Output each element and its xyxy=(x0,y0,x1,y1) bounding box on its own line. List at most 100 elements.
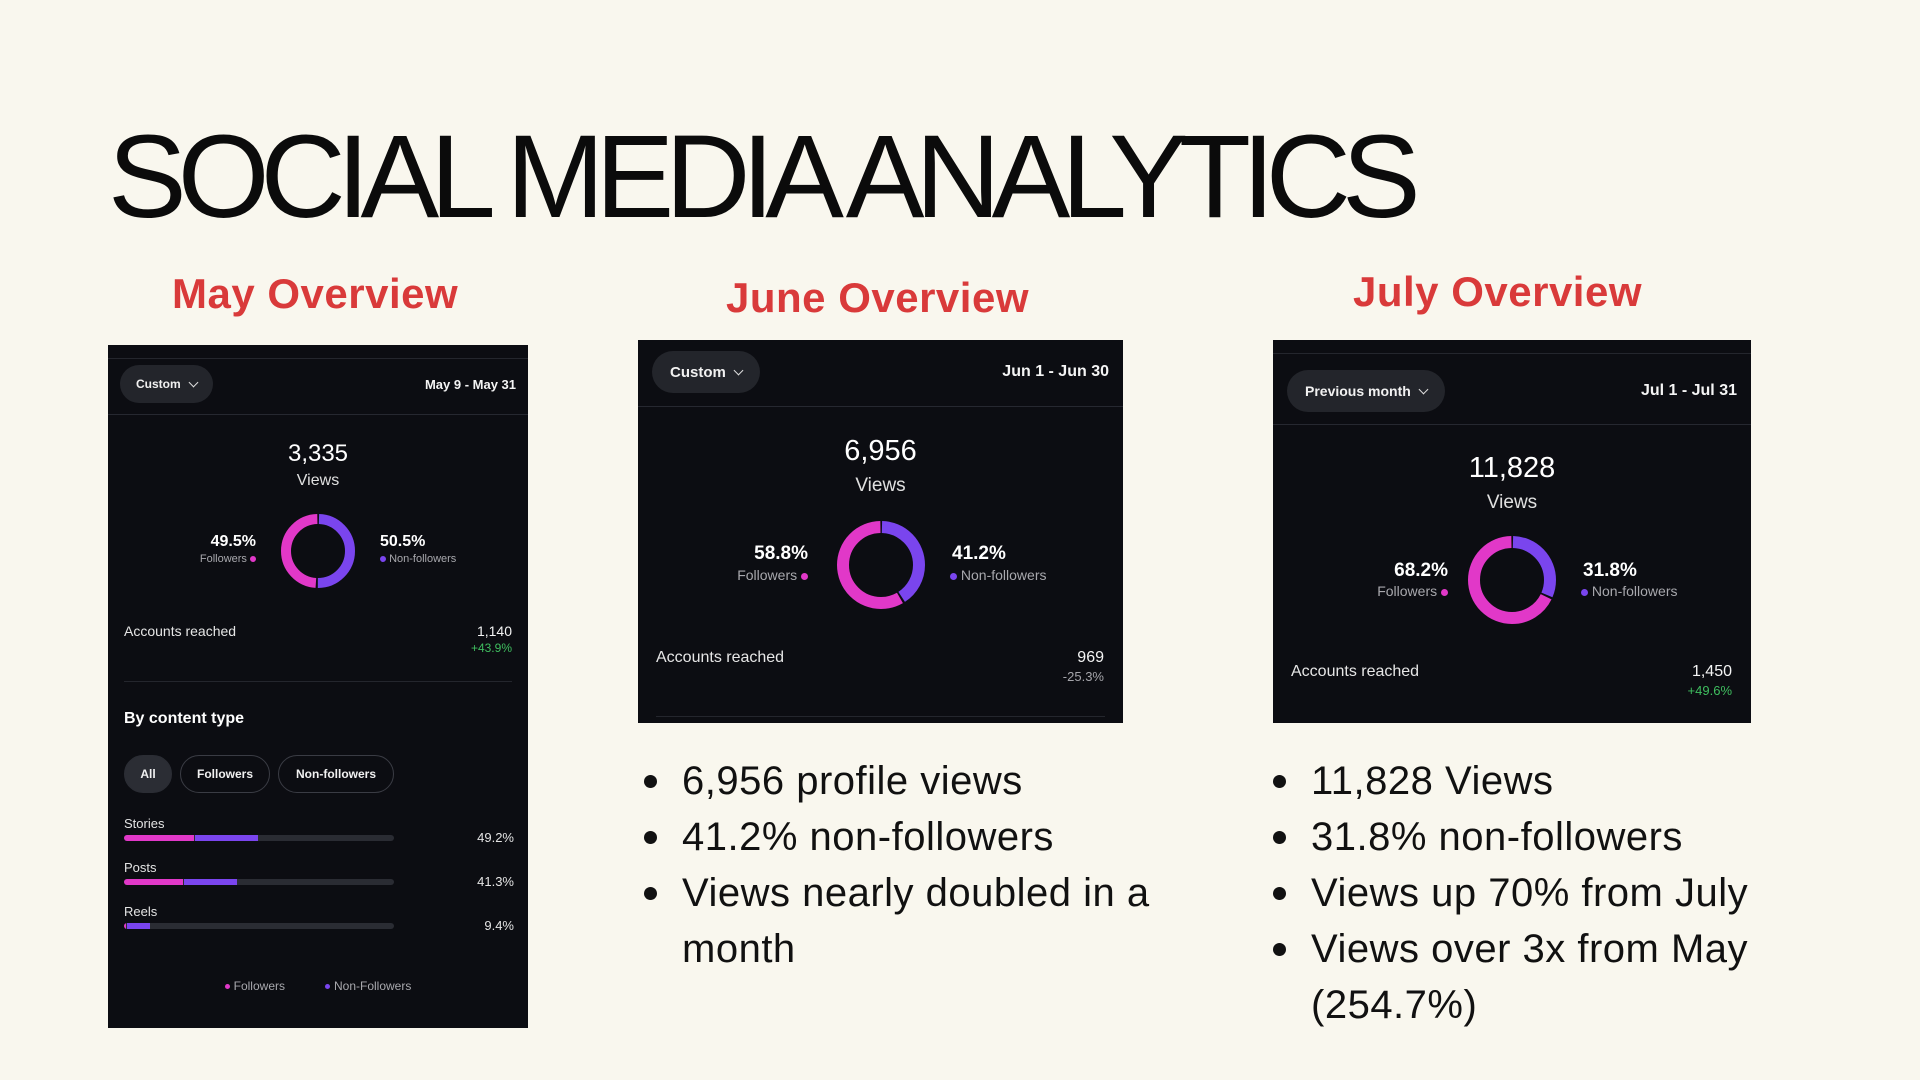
july-bullet: Views over 3x from May (254.7%) xyxy=(1271,921,1871,1033)
legend-non-followers-label: Non-Followers xyxy=(334,979,412,993)
june-panel: Custom Jun 1 - Jun 30 6,956 Views 58.8% … xyxy=(638,340,1123,723)
july-bullet: Views up 70% from July xyxy=(1271,865,1871,921)
bar-value: 41.3% xyxy=(477,874,514,889)
july-bullet: 31.8% non-followers xyxy=(1271,809,1871,865)
donut-followers-arc xyxy=(837,521,925,609)
june-bullet: 6,956 profile views xyxy=(642,753,1162,809)
may-filter-dropdown[interactable]: Custom xyxy=(120,365,213,403)
july-followers-label: Followers xyxy=(1377,583,1438,599)
bar-track xyxy=(124,879,394,885)
july-panel: Previous month Jul 1 - Jul 31 11,828 Vie… xyxy=(1273,340,1751,723)
bar-label: Posts xyxy=(124,860,157,875)
june-bullet: Views nearly doubled in a month xyxy=(642,865,1162,977)
may-accounts-reached-label: Accounts reached xyxy=(124,623,237,639)
chip-all[interactable]: All xyxy=(124,755,172,793)
may-heading: May Overview xyxy=(172,270,459,317)
bar-track xyxy=(124,923,394,929)
chip-non-followers[interactable]: Non-followers xyxy=(278,755,394,793)
june-audience-donut xyxy=(837,521,925,609)
july-followers-legend: Followers xyxy=(1377,583,1448,599)
july-accounts-reached-label: Accounts reached xyxy=(1291,663,1420,680)
july-top-divider xyxy=(1273,340,1751,354)
bar-non-followers-segment xyxy=(195,835,258,841)
bar-non-followers-segment xyxy=(127,923,151,929)
followers-dot xyxy=(224,984,230,990)
july-non-followers-label: Non-followers xyxy=(1591,583,1678,599)
july-views-count: 11,828 xyxy=(1468,452,1556,484)
july-filter-label: Previous month xyxy=(1305,383,1411,399)
july-accounts-reached-value: 1,450 xyxy=(1691,663,1732,680)
june-views-count: 6,956 xyxy=(844,435,917,467)
june-bullet: 41.2% non-followers xyxy=(642,809,1162,865)
may-accounts-reached-change: +43.9% xyxy=(470,641,512,655)
legend-non-followers: Non-Followers xyxy=(325,979,411,993)
june-header-bar xyxy=(638,340,1123,407)
may-accounts-reached-value: 1,140 xyxy=(476,623,512,639)
may-date-range: May 9 - May 31 xyxy=(424,377,516,392)
may-followers-label: Followers xyxy=(199,553,247,565)
legend-followers: Followers xyxy=(224,979,285,993)
july-views-label: Views xyxy=(1486,492,1538,513)
may-audience-donut xyxy=(281,514,355,588)
june-non-followers-legend: Non-followers xyxy=(950,567,1046,583)
followers-dot xyxy=(1441,588,1448,596)
june-divider xyxy=(656,716,1105,717)
donut-non-followers-arc xyxy=(281,514,355,588)
june-followers-legend: Followers xyxy=(737,567,808,583)
may-bars-legend: Followers Non-Followers xyxy=(108,979,528,993)
donut-followers-arc xyxy=(281,514,355,588)
june-non-followers-pct: 41.2% xyxy=(952,543,1006,564)
july-audience-donut xyxy=(1468,536,1556,624)
followers-dot xyxy=(801,572,808,580)
may-panel: Custom May 9 - May 31 3,335 Views 49.5% … xyxy=(108,345,528,1028)
june-followers-pct: 58.8% xyxy=(754,543,808,564)
non-followers-dot xyxy=(1581,588,1588,596)
bar-non-followers-segment xyxy=(184,879,237,885)
bar-followers-segment xyxy=(124,835,195,841)
july-heading: July Overview xyxy=(1353,268,1642,315)
may-non-followers-pct: 50.5% xyxy=(380,533,426,550)
july-filter-dropdown[interactable]: Previous month xyxy=(1287,370,1445,412)
donut-non-followers-arc xyxy=(1468,536,1556,624)
june-accounts-reached-change: -25.3% xyxy=(1062,669,1104,684)
chevron-down-icon xyxy=(188,377,199,387)
june-views-label: Views xyxy=(855,475,906,496)
bar-value: 9.4% xyxy=(484,918,514,933)
non-followers-dot xyxy=(380,556,386,563)
bar-track xyxy=(124,835,394,841)
july-date-range: Jul 1 - Jul 31 xyxy=(1640,382,1737,399)
july-bullet: 11,828 Views xyxy=(1271,753,1871,809)
july-accounts-reached-change: +49.6% xyxy=(1687,683,1732,698)
may-filter-label: Custom xyxy=(136,377,181,391)
may-content-type-title: By content type xyxy=(124,710,245,727)
july-followers-pct: 68.2% xyxy=(1394,560,1448,581)
july-non-followers-pct: 31.8% xyxy=(1583,560,1637,581)
bar-label: Stories xyxy=(124,816,165,831)
june-bullet-list: 6,956 profile views 41.2% non-followers … xyxy=(642,753,1162,977)
legend-followers-label: Followers xyxy=(233,979,285,993)
non-followers-dot xyxy=(950,572,957,580)
donut-followers-arc xyxy=(1468,536,1556,624)
may-top-divider xyxy=(108,345,528,359)
june-filter-label: Custom xyxy=(670,363,726,381)
bar-followers-segment xyxy=(124,923,127,929)
may-non-followers-label: Non-followers xyxy=(389,553,457,565)
june-heading: June Overview xyxy=(726,274,1029,321)
july-bullet-list: 11,828 Views 31.8% non-followers Views u… xyxy=(1271,753,1871,1033)
donut-non-followers-arc xyxy=(837,521,925,609)
bar-value: 49.2% xyxy=(477,830,514,845)
bar-label: Reels xyxy=(124,904,158,919)
slide-title: SOCIAL MEDIA ANALYTICS xyxy=(108,111,1421,243)
chevron-down-icon xyxy=(733,365,744,375)
june-followers-label: Followers xyxy=(737,567,798,583)
june-accounts-reached-label: Accounts reached xyxy=(656,649,785,666)
may-followers-pct: 49.5% xyxy=(210,533,256,550)
may-header-bar xyxy=(108,345,528,415)
june-date-range: Jun 1 - Jun 30 xyxy=(1002,363,1109,380)
chip-followers[interactable]: Followers xyxy=(180,755,270,793)
june-filter-dropdown[interactable]: Custom xyxy=(652,351,760,393)
bar-followers-segment xyxy=(124,879,184,885)
followers-dot xyxy=(250,556,256,563)
may-divider xyxy=(124,681,512,682)
may-non-followers-legend: Non-followers xyxy=(380,553,456,565)
